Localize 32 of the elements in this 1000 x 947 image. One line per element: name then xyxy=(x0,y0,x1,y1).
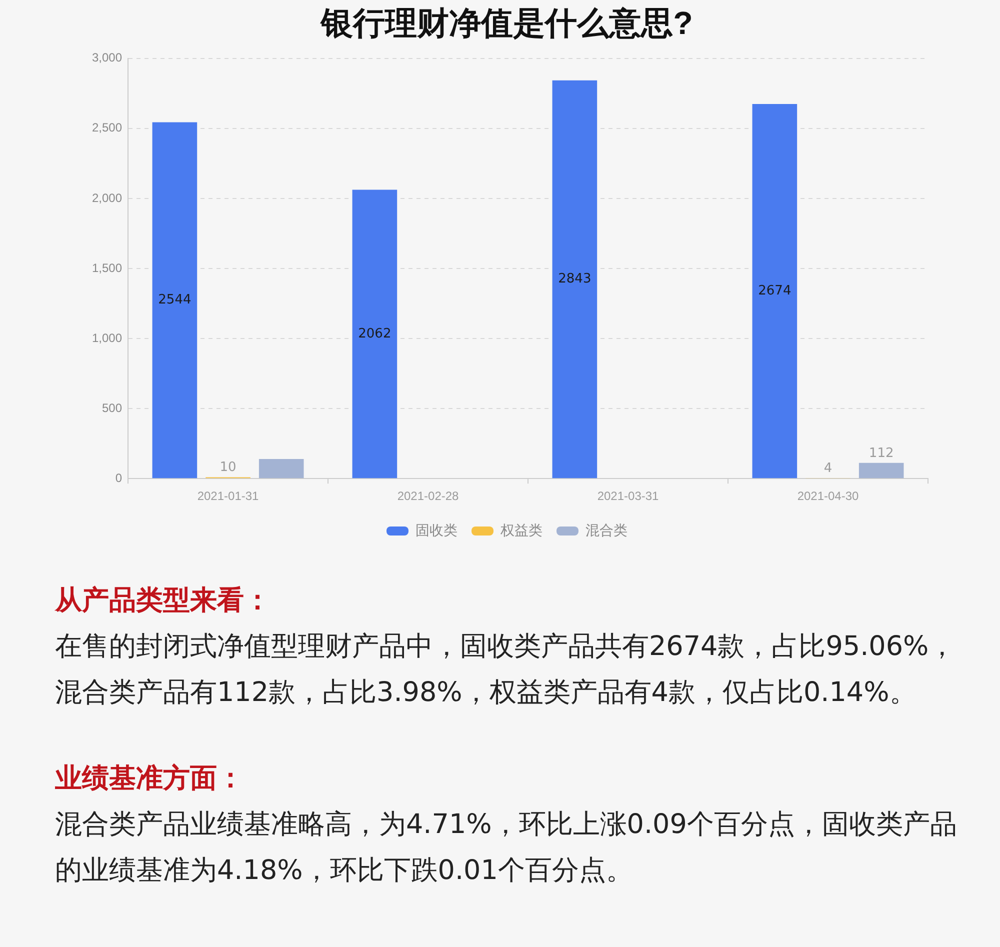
text: 在售的封闭式净值型理财产品中，固收类产品共有2674款，占比95.06%，混合类产品有112款，占比3.98%，权益类产品有4款，仅占比0.14%。 xyxy=(55,630,957,710)
y-tick-label: 3,000 xyxy=(92,50,122,65)
y-tick-label: 0 xyxy=(115,470,122,485)
data-label: 2843 xyxy=(558,272,592,287)
data-label: 10 xyxy=(220,460,236,476)
y-tick-label: 500 xyxy=(102,400,122,415)
text: 从产品类型来看： xyxy=(55,584,272,618)
x-tick-label: 2021-04-30 xyxy=(797,489,860,504)
data-label: 112 xyxy=(868,446,894,461)
y-tick-label: 1,500 xyxy=(92,260,122,275)
x-tick-label: 2021-02-28 xyxy=(397,489,460,504)
data-label: 2674 xyxy=(758,283,792,298)
bar xyxy=(258,458,304,478)
bar xyxy=(552,80,598,478)
bar xyxy=(752,104,798,478)
legend-label: 混合类 xyxy=(586,522,628,538)
y-tick-label: 1,000 xyxy=(92,330,122,345)
x-tick-label: 2021-03-31 xyxy=(597,489,660,504)
text: 混合类产品业绩基准略高，为4.71%，环比上涨0.09个百分点，固收类产品的业绩基准为4.18%，环比下跌0.01个百分点。 xyxy=(55,808,958,888)
data-label: 2062 xyxy=(358,326,392,342)
chart-title: 银行理财净值是什么意思? xyxy=(319,5,693,42)
y-tick-label: 2,000 xyxy=(92,190,122,205)
legend-label: 权益类 xyxy=(500,522,542,538)
bar xyxy=(152,122,198,478)
bar xyxy=(352,190,398,478)
data-label: 4 xyxy=(824,460,832,476)
x-tick-label: 2021-01-31 xyxy=(197,489,260,504)
legend-label: 固收类 xyxy=(416,522,458,538)
bar xyxy=(858,462,904,478)
text: 业绩基准方面： xyxy=(55,762,245,796)
data-label: 2544 xyxy=(158,292,192,308)
y-tick-label: 2,500 xyxy=(92,120,122,135)
